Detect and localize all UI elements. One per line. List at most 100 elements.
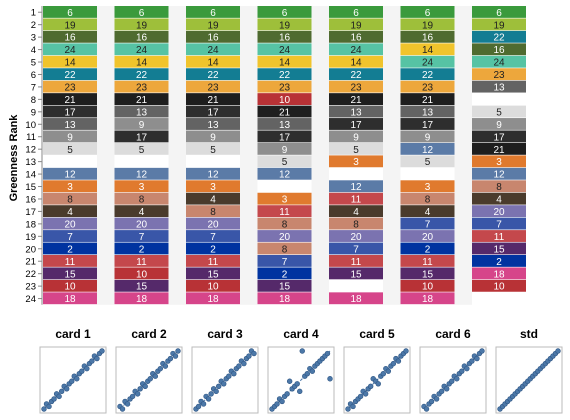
cell-label: 20 <box>422 232 434 243</box>
cell-label: 18 <box>422 294 434 305</box>
cell-label: 10 <box>136 269 148 280</box>
cell-label: 15 <box>64 269 76 280</box>
cell-label: 21 <box>350 95 362 106</box>
heatmap-cell <box>400 192 455 205</box>
heatmap-cell <box>43 30 97 43</box>
heatmap-cell <box>43 217 97 230</box>
heatmap-cell <box>114 267 169 280</box>
cell-label: 11 <box>351 195 362 206</box>
cell-label: 6 <box>425 8 431 19</box>
column-gap <box>240 6 258 305</box>
y-tick-label: 6 <box>31 70 36 81</box>
heatmap-cell <box>400 18 455 31</box>
scatter-panel: card 1 <box>39 327 107 414</box>
cell-label: 22 <box>136 70 148 81</box>
heatmap-cell <box>43 267 97 280</box>
scatter-point <box>175 348 181 354</box>
heatmap-cell <box>186 242 240 255</box>
heatmap-cell <box>400 43 455 56</box>
scatter-point <box>324 350 331 357</box>
heatmap-cell <box>329 105 383 118</box>
scatter-point <box>385 368 392 374</box>
identity-line <box>271 350 331 410</box>
scatter-point <box>367 383 374 390</box>
heatmap-cell <box>186 192 240 205</box>
heatmap-cell <box>257 6 312 18</box>
cell-label: 13 <box>422 107 434 118</box>
scatter-point <box>129 393 136 400</box>
heatmap-cell <box>114 242 169 255</box>
heatmap-cell <box>186 180 240 193</box>
heatmap-cell <box>43 242 97 255</box>
cell-label: 15 <box>493 244 505 255</box>
y-tick-label: 15 <box>25 182 36 193</box>
cell-label: 8 <box>425 195 431 206</box>
cell-label: 14 <box>350 58 362 69</box>
scatter-point <box>443 386 450 392</box>
scatter-point <box>208 391 214 397</box>
heatmap-cell <box>472 230 526 242</box>
cell-label: 13 <box>350 107 362 118</box>
heatmap-cell <box>329 118 383 130</box>
heatmap-cell <box>186 167 240 180</box>
cell-label: 5 <box>353 145 359 156</box>
cell-label: 15 <box>279 282 291 293</box>
cell-label: 20 <box>350 232 362 243</box>
scatter-point <box>454 376 460 382</box>
heatmap-cell <box>400 279 455 292</box>
cell-label: 16 <box>493 45 505 56</box>
column-gap <box>454 6 472 305</box>
heatmap-cell <box>472 55 526 68</box>
cell-label: 9 <box>496 120 502 131</box>
cell-label: 13 <box>207 120 219 131</box>
heatmap-cell <box>43 180 97 193</box>
cell-label: 15 <box>207 269 219 280</box>
y-tick-label: 17 <box>25 207 36 218</box>
heatmap-cell <box>257 43 312 56</box>
cell-label: 20 <box>207 219 219 230</box>
scatter-point <box>51 396 57 402</box>
heatmap-cell <box>114 192 169 205</box>
cell-label: 2 <box>282 269 288 280</box>
scatter-point <box>134 391 141 397</box>
cell-label: 3 <box>282 195 288 206</box>
heatmap-cell <box>114 230 169 242</box>
cell-label: 20 <box>136 219 148 230</box>
cell-label: 5 <box>67 145 73 156</box>
heatmap-cell <box>329 217 383 230</box>
heatmap-cell <box>43 255 97 267</box>
y-tick-label: 12 <box>25 145 36 156</box>
heatmap-cell <box>43 130 97 143</box>
y-tick-label: 18 <box>25 219 36 230</box>
cell-label: 17 <box>207 107 219 118</box>
scatter-point <box>304 370 311 377</box>
cell-label: 6 <box>496 8 502 19</box>
heatmap-cell <box>472 205 526 218</box>
cell-label: 8 <box>282 244 288 255</box>
scatter-point <box>350 403 356 410</box>
cell-label: 3 <box>496 157 502 168</box>
cell-label: 18 <box>207 294 219 305</box>
heatmap-cell <box>472 105 526 118</box>
cell-label: 14 <box>64 58 76 69</box>
cell-label: 7 <box>496 219 502 230</box>
y-tick-label: 14 <box>25 170 36 181</box>
heatmap-cell <box>472 192 526 205</box>
cell-label: 3 <box>210 182 216 193</box>
cell-label: 18 <box>64 294 76 305</box>
cell-label: 24 <box>64 45 76 56</box>
scatter-point <box>309 368 316 374</box>
scatter-point <box>479 348 485 354</box>
heatmap-cell <box>400 93 455 105</box>
cell-label: 18 <box>136 294 148 305</box>
scatter-point <box>74 376 80 382</box>
heatmap-cell <box>43 279 97 292</box>
cell-label: 4 <box>139 207 145 218</box>
heatmap-cell <box>257 205 312 218</box>
cell-label: 11 <box>494 232 505 243</box>
heatmap-cell <box>257 230 312 242</box>
cell-label: 11 <box>351 257 362 268</box>
cell-label: 13 <box>136 107 148 118</box>
